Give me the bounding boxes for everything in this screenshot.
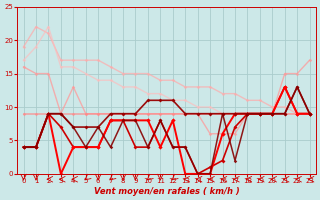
X-axis label: Vent moyen/en rafales ( km/h ): Vent moyen/en rafales ( km/h )	[94, 187, 239, 196]
